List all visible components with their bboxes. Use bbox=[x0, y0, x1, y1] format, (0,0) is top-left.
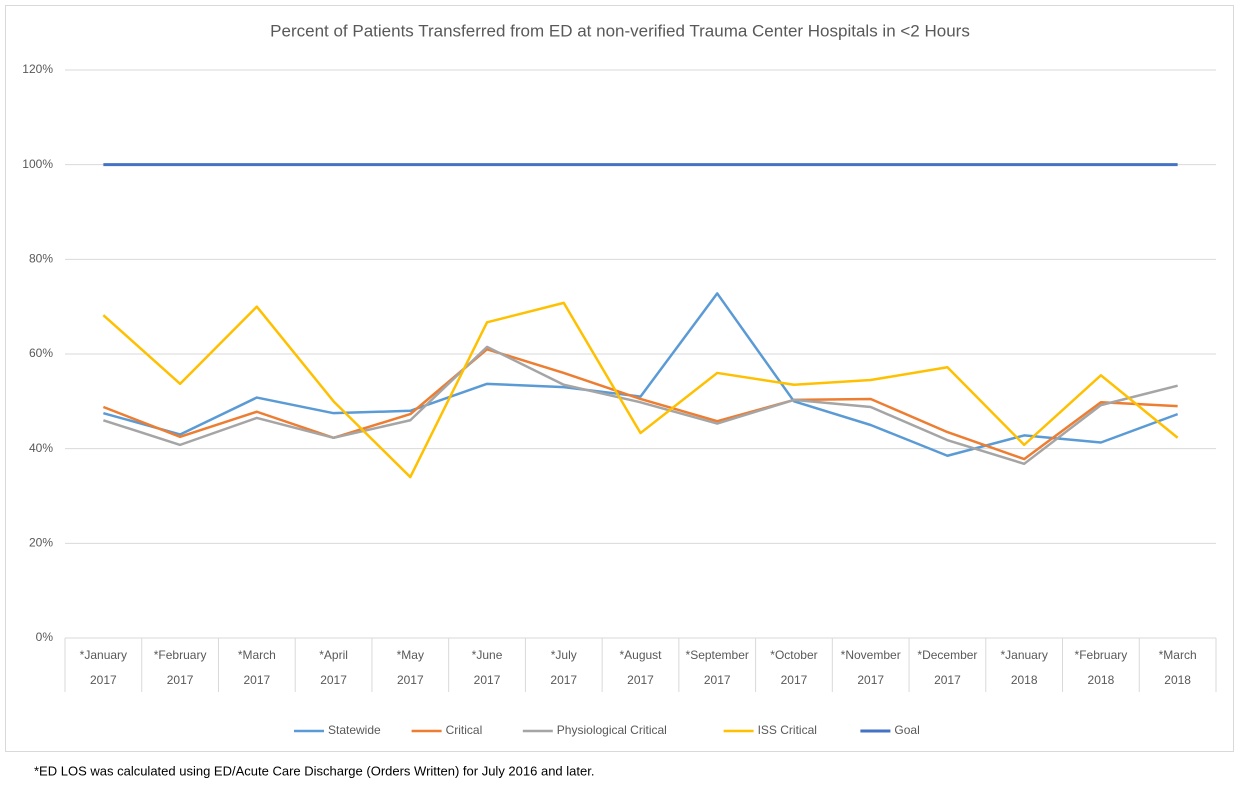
x-tick-label: *July bbox=[551, 648, 577, 662]
x-tick-label: *December bbox=[917, 648, 977, 662]
y-tick-label: 120% bbox=[22, 62, 53, 76]
footnote: *ED LOS was calculated using ED/Acute Ca… bbox=[34, 763, 594, 778]
legend-label: Critical bbox=[446, 723, 483, 737]
x-tick-label: *September bbox=[686, 648, 749, 662]
x-tick-label: 2017 bbox=[934, 673, 961, 687]
y-tick-label: 80% bbox=[29, 252, 53, 266]
chart-frame bbox=[5, 5, 1234, 752]
y-tick-label: 20% bbox=[29, 536, 53, 550]
legend-label: Physiological Critical bbox=[557, 723, 667, 737]
x-tick-label: *November bbox=[841, 648, 901, 662]
x-tick-label: *January bbox=[80, 648, 127, 662]
y-tick-label: 100% bbox=[22, 157, 53, 171]
x-tick-label: *February bbox=[154, 648, 207, 662]
legend-label: Goal bbox=[894, 723, 919, 737]
x-tick-label: 2017 bbox=[704, 673, 731, 687]
x-tick-label: 2017 bbox=[550, 673, 577, 687]
x-tick-label: 2017 bbox=[243, 673, 270, 687]
y-tick-label: 0% bbox=[36, 630, 54, 644]
x-tick-label: *January bbox=[1000, 648, 1047, 662]
x-tick-label: 2017 bbox=[627, 673, 654, 687]
x-tick-label: 2017 bbox=[781, 673, 808, 687]
y-tick-label: 40% bbox=[29, 441, 53, 455]
x-tick-label: 2017 bbox=[167, 673, 194, 687]
x-tick-label: *June bbox=[472, 648, 503, 662]
y-tick-label: 60% bbox=[29, 346, 53, 360]
x-tick-label: *March bbox=[238, 648, 276, 662]
legend-label: Statewide bbox=[328, 723, 381, 737]
series-line bbox=[102, 301, 1179, 479]
x-tick-label: 2017 bbox=[857, 673, 884, 687]
x-tick-label: 2018 bbox=[1164, 673, 1191, 687]
x-tick-label: *August bbox=[619, 648, 662, 662]
x-tick-label: *May bbox=[397, 648, 424, 662]
x-tick-label: *April bbox=[319, 648, 348, 662]
x-tick-label: 2017 bbox=[397, 673, 424, 687]
chart-title: Percent of Patients Transferred from ED … bbox=[270, 21, 970, 40]
x-tick-label: *March bbox=[1159, 648, 1197, 662]
series-line bbox=[103, 292, 1179, 458]
x-tick-label: 2017 bbox=[90, 673, 117, 687]
x-tick-label: 2017 bbox=[320, 673, 347, 687]
legend-label: ISS Critical bbox=[758, 723, 817, 737]
x-tick-label: 2018 bbox=[1011, 673, 1038, 687]
x-tick-label: 2017 bbox=[474, 673, 501, 687]
series-line bbox=[102, 348, 1178, 461]
x-tick-label: *February bbox=[1075, 648, 1128, 662]
x-tick-label: 2018 bbox=[1088, 673, 1115, 687]
series-line bbox=[102, 345, 1178, 466]
x-tick-label: *October bbox=[770, 648, 817, 662]
